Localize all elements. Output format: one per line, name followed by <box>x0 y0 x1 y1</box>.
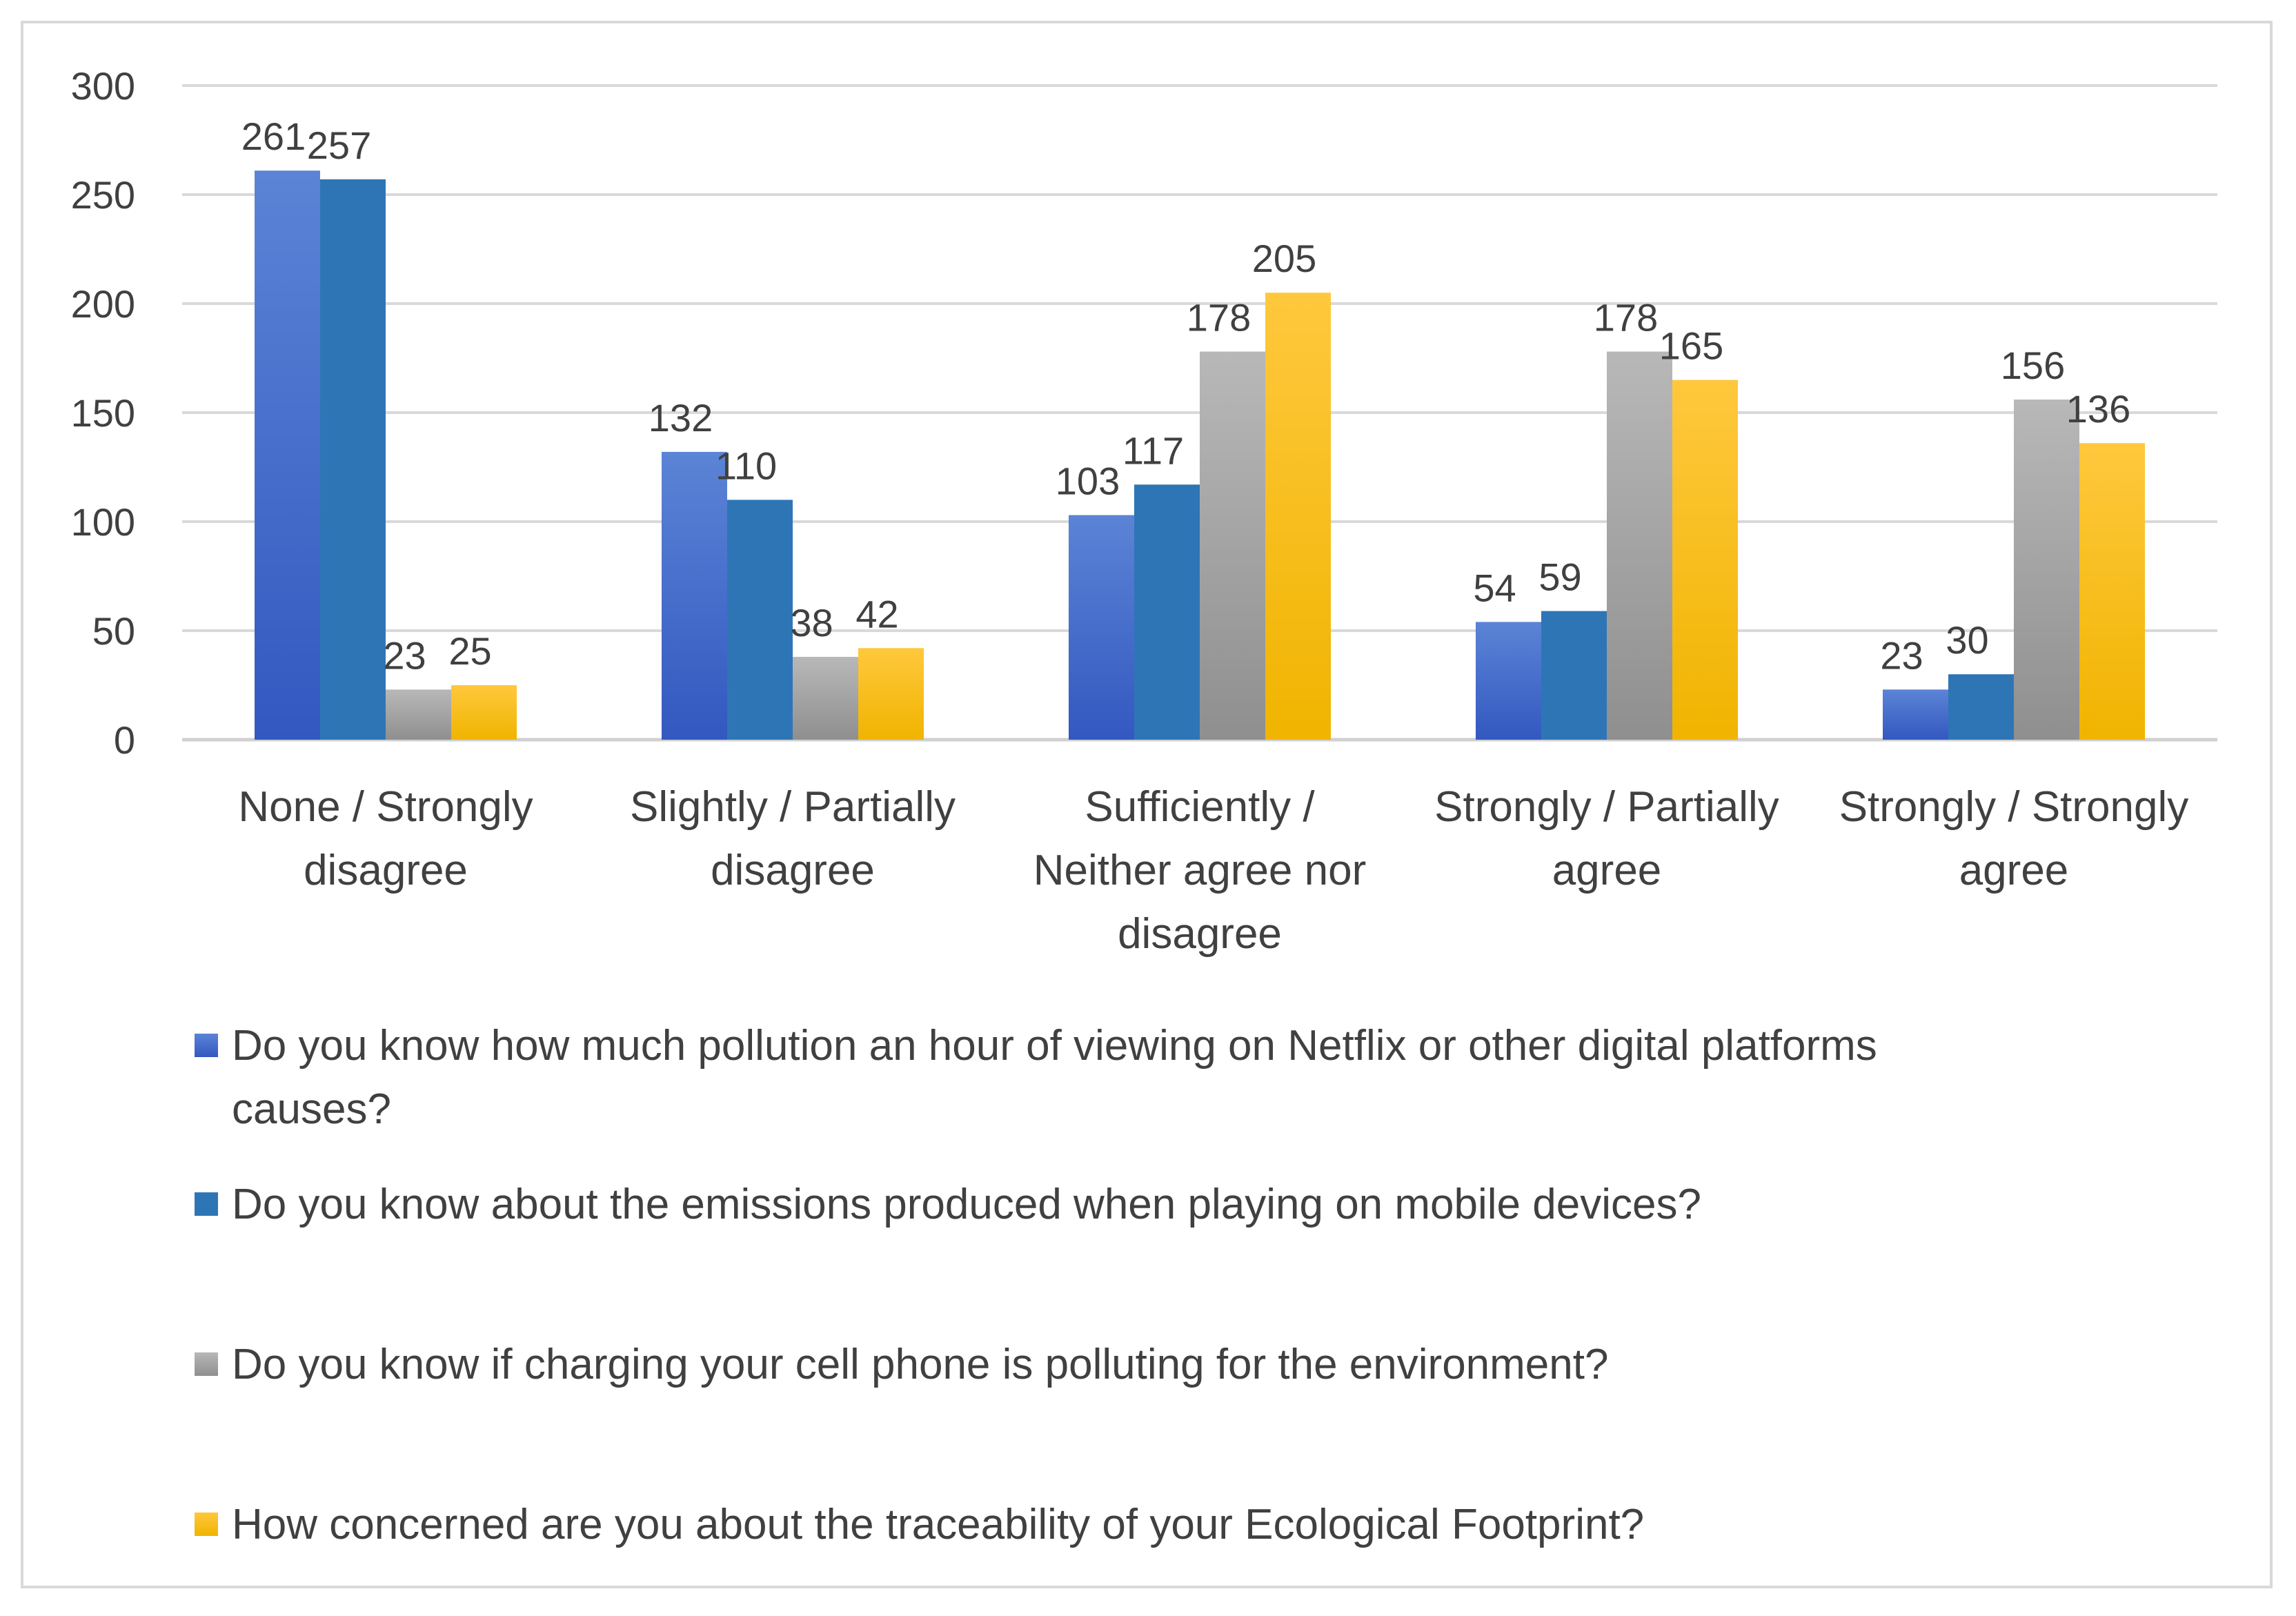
data-label: 165 <box>1659 324 1723 368</box>
bar <box>255 170 320 740</box>
bar <box>320 179 386 740</box>
data-label: 178 <box>1594 296 1658 339</box>
bar <box>793 656 858 740</box>
bar <box>1265 293 1331 740</box>
y-tick-label: 0 <box>114 718 135 762</box>
data-label: 117 <box>1122 428 1184 472</box>
bar <box>1672 380 1738 740</box>
bar <box>662 451 727 740</box>
data-label: 178 <box>1187 296 1251 339</box>
data-label: 261 <box>241 115 306 158</box>
data-label: 23 <box>1880 633 1923 677</box>
bar <box>386 689 451 740</box>
data-label: 59 <box>1538 555 1581 599</box>
bar <box>727 500 793 740</box>
data-label: 136 <box>2066 387 2130 431</box>
legend-label-0-line-1: Do you know how much pollution an hour o… <box>232 1022 1877 1070</box>
data-label: 42 <box>855 592 898 635</box>
x-category-label: Strongly / Strongly agree <box>1839 783 2189 894</box>
legend-label-3: How concerned are you about the traceabi… <box>232 1493 1644 1557</box>
legend-label-0-line-2: causes? <box>232 1085 391 1133</box>
legend-swatch-2 <box>195 1352 218 1376</box>
bar <box>1134 484 1200 740</box>
y-tick-label: 200 <box>71 282 135 326</box>
gridlines <box>182 84 2217 742</box>
x-category-label: None / Strongly disagree <box>238 783 533 894</box>
legend-item-cellphone-charging: Do you know if charging your cell phone … <box>195 1333 1608 1397</box>
y-tick-label: 50 <box>92 609 135 653</box>
bar <box>1607 351 1672 740</box>
y-axis: 0 50 100 150 200 250 300 <box>71 64 135 762</box>
bar <box>1200 351 1265 740</box>
legend-item-netflix-pollution: Do you know how much pollution an hour o… <box>195 1014 1877 1141</box>
y-tick-label: 100 <box>71 500 135 544</box>
x-category-label: Strongly / Partially agree <box>1434 783 1779 894</box>
bar <box>1883 689 1948 740</box>
legend-item-mobile-emissions: Do you know about the emissions produced… <box>195 1173 1701 1236</box>
bar <box>1541 611 1607 740</box>
bar <box>2079 443 2145 740</box>
legend-label-1-line-1: Do you know about the emissions produced… <box>232 1181 1701 1228</box>
data-label: 38 <box>790 601 833 644</box>
data-label: 110 <box>715 444 777 487</box>
data-label: 23 <box>383 633 426 677</box>
legend-label-1: Do you know about the emissions produced… <box>232 1173 1701 1236</box>
data-label: 25 <box>448 629 491 673</box>
data-label: 205 <box>1252 237 1316 280</box>
y-tick-label: 150 <box>71 391 135 435</box>
data-label: 103 <box>1056 460 1120 503</box>
legend-label-0: Do you know how much pollution an hour o… <box>232 1014 1877 1141</box>
legend-swatch-3 <box>195 1512 218 1536</box>
data-label: 54 <box>1473 566 1516 609</box>
y-tick-label: 300 <box>71 64 135 108</box>
legend-item-ecological-footprint: How concerned are you about the traceabi… <box>195 1493 1644 1557</box>
x-axis: None / Strongly disagree Slightly / Partia… <box>238 783 2188 958</box>
data-label: 257 <box>307 124 371 167</box>
bar <box>1476 622 1541 740</box>
bar <box>1069 515 1134 740</box>
legend-label-2: Do you know if charging your cell phone … <box>232 1333 1608 1397</box>
y-tick-label: 250 <box>71 173 135 217</box>
legend-swatch-1 <box>195 1192 218 1216</box>
data-label: 156 <box>2001 344 2065 387</box>
legend-swatch-0 <box>195 1034 218 1057</box>
bar <box>858 648 924 740</box>
bar <box>2014 400 2079 740</box>
x-category-label: Slightly / Partially disagree <box>630 783 956 894</box>
bar <box>1948 674 2014 740</box>
bars <box>255 170 2145 740</box>
legend-label-2-line-1: Do you know if charging your cell phone … <box>232 1341 1609 1388</box>
legend-label-3-line-1: How concerned are you about the traceabi… <box>232 1501 1645 1548</box>
data-label: 30 <box>1946 618 1988 662</box>
x-category-label: Sufficiently / Neither agree nor disagree <box>1033 783 1367 958</box>
data-label: 132 <box>649 396 713 440</box>
bar <box>451 685 517 740</box>
chart-frame <box>21 21 2273 1588</box>
